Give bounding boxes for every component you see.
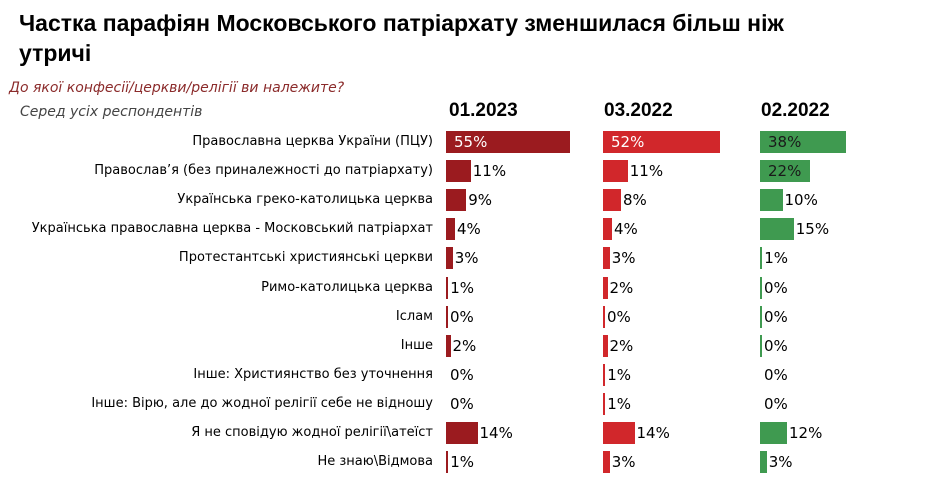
data-label: 0% — [764, 365, 788, 384]
data-label: 1% — [764, 249, 789, 268]
category-label: Православ’я (без приналежності до патріа… — [94, 163, 433, 179]
data-label: 0% — [607, 307, 631, 326]
data-label: 3% — [611, 249, 636, 268]
data-label: 0% — [450, 365, 474, 384]
bar — [760, 422, 787, 444]
bar — [446, 305, 448, 328]
data-label: 0% — [764, 278, 788, 297]
bar — [603, 189, 621, 212]
data-label: 14% — [636, 424, 670, 442]
category-label: Не знаю\Відмова — [317, 454, 433, 470]
category-label: Римо-католицька церква — [261, 279, 433, 295]
series-header-02-2022: 02.2022 — [761, 100, 830, 121]
data-label: 0% — [764, 307, 788, 326]
bar — [760, 131, 846, 153]
category-label: Українська греко-католицька церква — [177, 192, 433, 208]
category-label: Інше: Християнство без уточнення — [193, 366, 433, 382]
bar — [446, 276, 449, 299]
bar — [603, 160, 628, 183]
data-label: 9% — [468, 191, 493, 210]
series-header-03-2022: 03.2022 — [604, 100, 673, 121]
chart-subtitle: Серед усіх респондентів — [20, 104, 203, 120]
bar — [446, 451, 449, 474]
data-label: 3% — [454, 249, 479, 268]
category-label: Українська православна церква - Московсь… — [31, 221, 433, 237]
bar — [760, 305, 762, 328]
data-label: 8% — [623, 191, 647, 210]
data-label: 15% — [795, 220, 830, 239]
bar — [760, 334, 762, 357]
data-label: 4% — [614, 220, 638, 239]
data-label: 1% — [450, 453, 475, 472]
data-label: 1% — [607, 394, 632, 413]
data-label: 0% — [450, 394, 474, 413]
bar — [603, 363, 606, 386]
data-label: 52% — [611, 133, 645, 151]
bar — [760, 247, 763, 270]
bar — [603, 131, 720, 153]
data-label: 0% — [450, 307, 474, 326]
data-label: 14% — [479, 424, 513, 442]
bar — [603, 218, 612, 241]
data-label: 22% — [768, 162, 802, 181]
data-label: 11% — [629, 162, 664, 181]
data-label: 2% — [452, 336, 477, 355]
bar — [760, 218, 794, 241]
bar — [446, 422, 478, 444]
category-label: Інше — [400, 337, 433, 353]
data-label: 0% — [764, 394, 788, 413]
data-label: 1% — [607, 365, 632, 384]
bar — [603, 422, 635, 444]
chart-title: Частка парафіян Московського патріархату… — [19, 10, 784, 66]
category-label: Інше: Вірю, але до жодної релігії себе н… — [91, 395, 433, 411]
bar — [603, 392, 606, 415]
data-label: 11% — [472, 162, 507, 181]
bar — [446, 131, 570, 153]
data-label: 3% — [611, 453, 636, 472]
category-label: Протестантські християнські церкви — [178, 250, 433, 266]
bar — [603, 276, 608, 299]
data-label: 0% — [764, 336, 788, 355]
bar — [603, 247, 610, 270]
bar — [446, 218, 455, 241]
category-label: Православна церква України (ПЦУ) — [192, 134, 433, 149]
bar — [603, 305, 605, 328]
survey-question: До якої конфесії/церкви/релігії ви належ… — [9, 80, 345, 96]
series-header-01-2023: 01.2023 — [449, 100, 518, 121]
data-label: 2% — [609, 278, 634, 297]
bar — [603, 451, 610, 474]
data-label: 10% — [784, 191, 818, 210]
data-label: 55% — [454, 133, 488, 151]
bar — [446, 189, 467, 212]
bar — [760, 189, 783, 212]
data-label: 38% — [768, 133, 802, 151]
data-label: 3% — [768, 453, 793, 472]
bar — [760, 451, 767, 474]
data-label: 4% — [457, 220, 481, 239]
category-label: Я не сповідую жодної релігії\атеїст — [191, 425, 433, 440]
bar — [446, 247, 453, 270]
bar — [760, 160, 810, 183]
bar — [603, 334, 608, 357]
data-label: 2% — [609, 336, 634, 355]
bar — [446, 160, 471, 183]
data-label: 1% — [450, 278, 475, 297]
bar — [446, 334, 451, 357]
category-label: Іслам — [395, 308, 433, 324]
data-label: 12% — [789, 424, 823, 442]
bar — [760, 276, 762, 299]
